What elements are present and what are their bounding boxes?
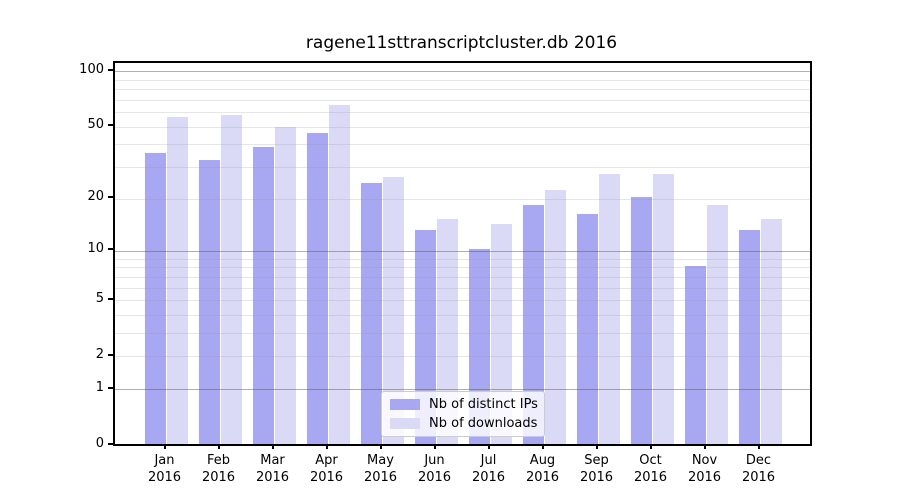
gridline-2: [115, 356, 810, 358]
x-tick-label-sep-2016: Sep 2016: [579, 453, 614, 485]
bar-distinct-ips-may-2016: [361, 182, 382, 444]
y-tick-10: [108, 248, 113, 251]
x-tick-label-jan-2016: Jan 2016: [147, 453, 182, 485]
bar-downloads-nov-2016: [707, 205, 728, 444]
x-tick-may-2016: [379, 444, 382, 449]
gridline-9: [115, 258, 810, 260]
y-tick-50: [108, 124, 113, 127]
x-tick-sep-2016: [595, 444, 598, 449]
x-tick-mar-2016: [271, 444, 274, 449]
gridline-7: [115, 276, 810, 278]
legend-swatch-downloads: [390, 418, 420, 429]
bar-distinct-ips-jan-2016: [145, 153, 166, 444]
bar-distinct-ips-sep-2016: [577, 214, 598, 444]
legend-row-distinct-ips: Nb of distinct IPs: [382, 397, 544, 412]
bar-downloads-jan-2016: [167, 117, 188, 444]
bar-distinct-ips-apr-2016: [307, 133, 328, 444]
x-tick-label-dec-2016: Dec 2016: [741, 453, 776, 485]
bar-downloads-sep-2016: [599, 173, 620, 444]
gridline-1: [115, 389, 810, 391]
y-tick-label-100: 100: [79, 61, 104, 77]
gridline-5: [115, 300, 810, 302]
y-tick-label-1: 1: [95, 379, 104, 395]
x-tick-label-may-2016: May 2016: [363, 453, 398, 485]
bar-downloads-jun-2016: [437, 219, 458, 444]
x-tick-label-jul-2016: Jul 2016: [471, 453, 506, 485]
plot-area: Nb of distinct IPs Nb of downloads: [113, 61, 812, 446]
bar-downloads-may-2016: [383, 176, 404, 444]
gridline-10: [115, 250, 810, 252]
bar-distinct-ips-mar-2016: [253, 146, 274, 444]
bar-distinct-ips-feb-2016: [199, 160, 220, 444]
x-tick-aug-2016: [541, 444, 544, 449]
chart-title: ragene11sttranscriptcluster.db 2016: [305, 33, 618, 53]
bar-distinct-ips-aug-2016: [523, 205, 544, 444]
x-tick-jun-2016: [433, 444, 436, 449]
gridline-20: [115, 198, 810, 200]
x-tick-oct-2016: [649, 444, 652, 449]
x-tick-label-feb-2016: Feb 2016: [201, 453, 236, 485]
gridline-40: [115, 144, 810, 146]
bar-downloads-oct-2016: [653, 173, 674, 444]
y-tick-label-2: 2: [95, 346, 104, 362]
x-tick-jul-2016: [487, 444, 490, 449]
x-tick-label-jun-2016: Jun 2016: [417, 453, 452, 485]
x-tick-apr-2016: [325, 444, 328, 449]
x-tick-label-aug-2016: Aug 2016: [525, 453, 560, 485]
gridline-70: [115, 99, 810, 101]
y-tick-0: [108, 443, 113, 445]
x-tick-feb-2016: [217, 444, 220, 449]
gridline-100: [115, 71, 810, 73]
x-tick-jan-2016: [163, 444, 166, 449]
y-tick-label-5: 5: [95, 290, 104, 306]
x-tick-nov-2016: [703, 444, 706, 449]
legend: Nb of distinct IPs Nb of downloads: [381, 391, 545, 437]
gridline-80: [115, 88, 810, 90]
y-tick-1: [108, 386, 113, 389]
y-tick-5: [108, 297, 113, 300]
y-tick-100: [108, 68, 113, 71]
x-tick-label-mar-2016: Mar 2016: [255, 453, 290, 485]
gridline-60: [115, 112, 810, 113]
x-tick-label-apr-2016: Apr 2016: [309, 453, 344, 485]
y-tick-label-50: 50: [87, 117, 104, 133]
bar-downloads-dec-2016: [761, 219, 782, 444]
y-tick-label-0: 0: [95, 436, 104, 451]
bar-downloads-mar-2016: [275, 126, 296, 444]
bar-distinct-ips-jun-2016: [415, 229, 436, 444]
gridline-90: [115, 79, 810, 81]
bar-distinct-ips-dec-2016: [739, 229, 760, 444]
legend-swatch-distinct-ips: [390, 399, 420, 410]
legend-label-distinct-ips: Nb of distinct IPs: [429, 397, 538, 412]
x-tick-label-nov-2016: Nov 2016: [687, 453, 722, 485]
x-tick-label-oct-2016: Oct 2016: [633, 453, 668, 485]
gridline-4: [115, 314, 810, 316]
bar-downloads-jul-2016: [491, 224, 512, 444]
bar-downloads-aug-2016: [545, 189, 566, 444]
legend-label-downloads: Nb of downloads: [429, 416, 538, 431]
bar-distinct-ips-nov-2016: [685, 265, 706, 444]
y-tick-20: [108, 196, 113, 198]
gridline-8: [115, 267, 810, 269]
legend-row-downloads: Nb of downloads: [382, 416, 544, 431]
bar-downloads-feb-2016: [221, 114, 242, 444]
x-tick-dec-2016: [757, 444, 760, 449]
bar-downloads-apr-2016: [329, 105, 350, 444]
y-tick-label-20: 20: [87, 189, 104, 204]
gridline-6: [115, 287, 810, 289]
y-tick-2: [108, 353, 113, 356]
gridline-50: [115, 126, 810, 128]
gridline-3: [115, 333, 810, 335]
gridline-30: [115, 166, 810, 168]
bar-distinct-ips-oct-2016: [631, 197, 652, 444]
y-tick-label-10: 10: [87, 241, 104, 257]
